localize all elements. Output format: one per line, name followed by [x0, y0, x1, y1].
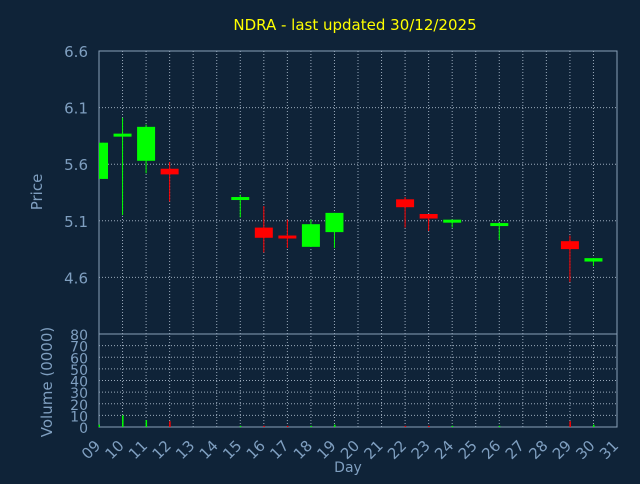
chart-title: NDRA - last updated 30/12/2025 [233, 16, 476, 34]
volume-tick-label: 80 [70, 328, 88, 344]
candle-body [99, 142, 108, 179]
price-tick-label: 4.6 [64, 269, 88, 287]
candle-body [443, 219, 462, 223]
volume-tick-label: 50 [70, 363, 88, 379]
x-tick-label: 13 [172, 437, 198, 463]
price-axis-label: Price [28, 174, 46, 211]
volume-tick-label: 0 [79, 421, 88, 437]
price-tick-label: 5.1 [64, 213, 88, 231]
x-tick-label: 18 [290, 437, 316, 463]
volume-tick-label: 70 [70, 340, 88, 356]
x-tick-label: 24 [431, 437, 457, 463]
volume-bar [145, 420, 148, 427]
candle-body [325, 212, 344, 233]
x-tick-label: 27 [502, 437, 528, 463]
x-tick-label: 21 [360, 437, 386, 463]
candle-body [160, 168, 179, 175]
candle-body [137, 126, 156, 161]
volume-tick-label: 30 [70, 386, 88, 402]
candle-body [396, 199, 415, 208]
x-tick-label: 25 [455, 437, 481, 463]
volume-bar [98, 424, 100, 427]
volume-bar [239, 425, 242, 427]
x-tick-label: 31 [596, 437, 622, 463]
volume-bar [451, 425, 454, 427]
x-tick-label: 16 [243, 437, 269, 463]
price-tick-label: 5.6 [64, 156, 88, 174]
volume-axis-label: Volume (0000) [38, 327, 56, 437]
volume-bar [310, 425, 312, 427]
x-tick-label: 09 [78, 437, 104, 463]
price-tick-label: 6.6 [64, 43, 88, 61]
price-panel: 6.6 6.1 5.6 5.1 4.6 [64, 43, 618, 427]
candle-body [301, 224, 320, 247]
volume-tick-label: 20 [70, 398, 88, 414]
candle-body [560, 241, 579, 250]
candle-body [584, 258, 603, 262]
volume-tick-label: 40 [70, 375, 88, 391]
volume-tick-label: 60 [70, 351, 88, 367]
x-tick-label: 26 [478, 437, 504, 463]
candle-body [254, 227, 273, 238]
x-tick-label: 29 [549, 437, 575, 463]
x-tick-label: 28 [525, 437, 551, 463]
x-tick-label: 30 [572, 437, 598, 463]
candle-body [278, 235, 297, 239]
volume-bar [428, 425, 430, 427]
candle-body [419, 214, 438, 219]
x-tick-label: 15 [219, 437, 245, 463]
candle-body [231, 197, 250, 201]
volume-bar [592, 424, 595, 427]
x-tick-labels: 0910111213141516171819202122232425262728… [78, 437, 622, 463]
x-tick-label: 22 [384, 437, 410, 463]
candle-body [490, 223, 509, 227]
x-tick-label: 11 [125, 437, 151, 463]
volume-bar [498, 425, 501, 427]
x-tick-label: 23 [408, 437, 434, 463]
x-tick-label: 17 [266, 437, 292, 463]
x-axis-label: Day [334, 460, 362, 476]
price-tick-label: 6.1 [64, 100, 88, 118]
volume-bar [404, 425, 407, 427]
x-tick-label: 14 [196, 437, 222, 463]
volume-bar [169, 421, 171, 427]
volume-bar [333, 424, 336, 427]
volume-bar [263, 425, 265, 427]
volume-tick-label: 10 [70, 409, 88, 425]
volume-bar [569, 421, 571, 427]
x-tick-label: 10 [101, 437, 127, 463]
volume-bar [122, 415, 124, 427]
volume-plot-frame [98, 333, 618, 428]
candle-body [113, 133, 132, 137]
volume-bar [286, 425, 289, 427]
x-tick-label: 12 [149, 437, 175, 463]
